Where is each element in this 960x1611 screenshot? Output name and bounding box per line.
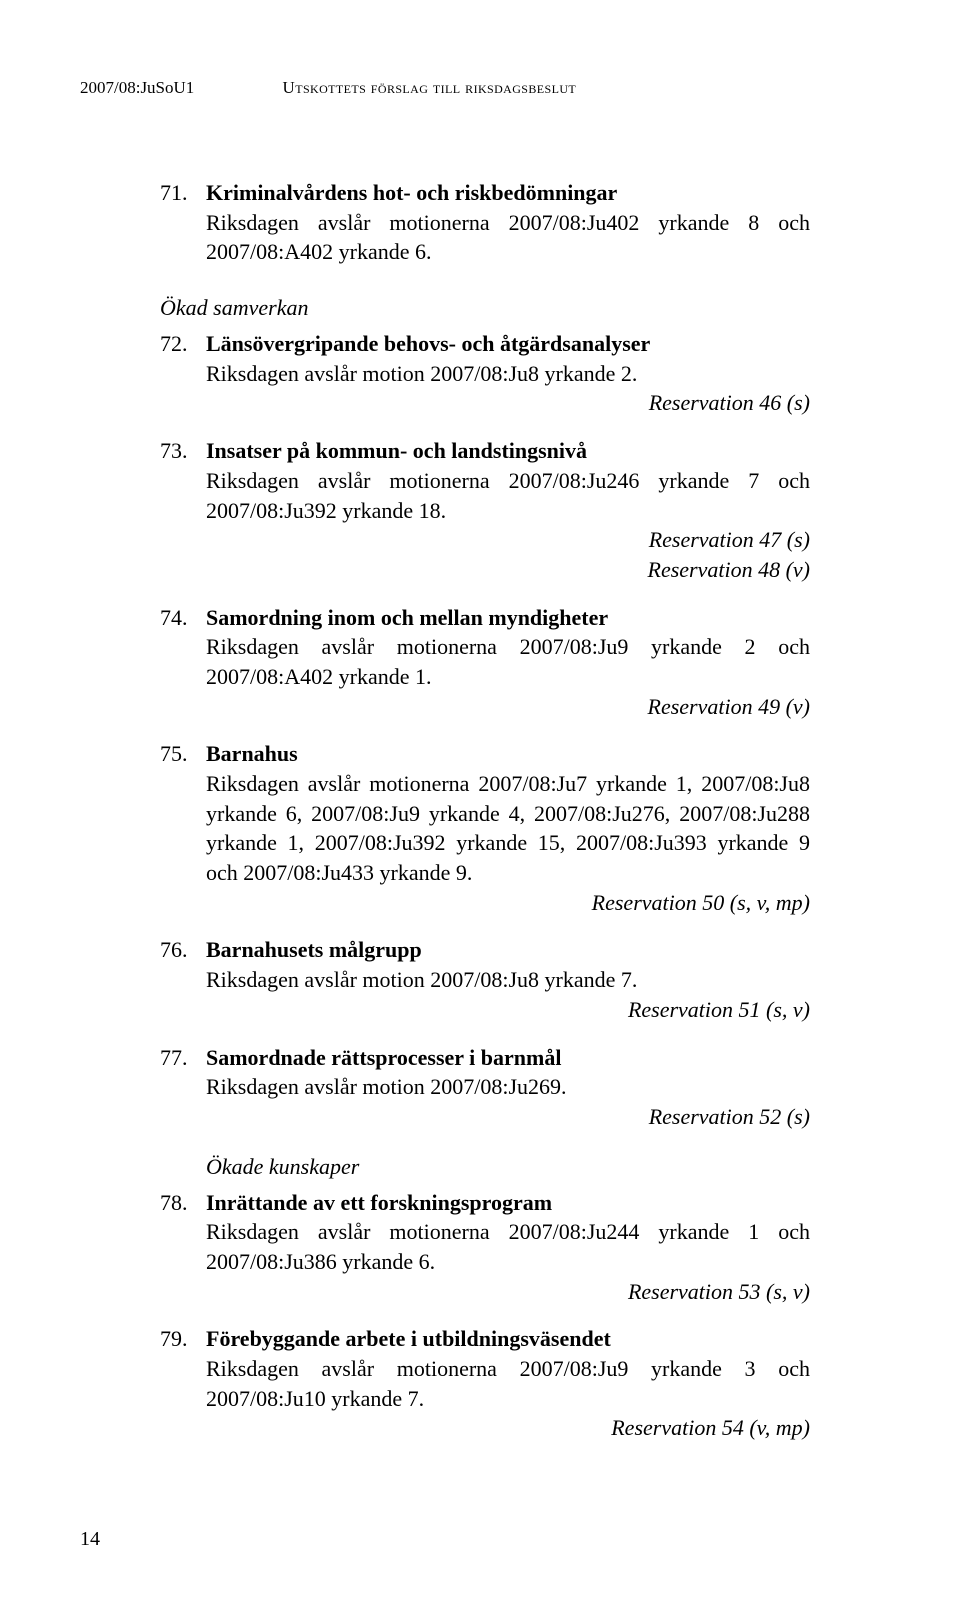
item-title: Barnahusets målgrupp — [206, 935, 422, 965]
page-number: 14 — [80, 1528, 100, 1551]
item-body: Riksdagen avslår motionerna 2007/08:Ju40… — [206, 208, 810, 267]
item-title: Barnahus — [206, 739, 298, 769]
list-item: 79. Förebyggande arbete i utbildningsväs… — [160, 1324, 810, 1443]
item-number: 78. — [160, 1188, 206, 1218]
item-header: 79. Förebyggande arbete i utbildningsväs… — [160, 1324, 810, 1354]
reservation-note: Reservation 49 (v) — [206, 692, 810, 722]
item-body: Riksdagen avslår motion 2007/08:Ju269. — [206, 1072, 810, 1102]
item-title: Samordnade rättsprocesser i barnmål — [206, 1043, 561, 1073]
item-header: 71. Kriminalvårdens hot- och riskbedömni… — [160, 178, 810, 208]
item-header: 77. Samordnade rättsprocesser i barnmål — [160, 1043, 810, 1073]
reservation-note: Reservation 51 (s, v) — [206, 995, 810, 1025]
item-number: 74. — [160, 603, 206, 633]
item-header: 73. Insatser på kommun- och landstingsni… — [160, 436, 810, 466]
item-header: 72. Länsövergripande behovs- och åtgärds… — [160, 329, 810, 359]
item-number: 71. — [160, 178, 206, 208]
item-title: Inrättande av ett forskningsprogram — [206, 1188, 552, 1218]
subheading: Ökade kunskaper — [206, 1154, 810, 1180]
item-body: Riksdagen avslår motionerna 2007/08:Ju24… — [206, 1217, 810, 1276]
item-title: Förebyggande arbete i utbildningsväsende… — [206, 1324, 611, 1354]
item-number: 73. — [160, 436, 206, 466]
list-item: 73. Insatser på kommun- och landstingsni… — [160, 436, 810, 584]
running-header: 2007/08:JuSoU1 Utskottets förslag till r… — [80, 78, 810, 98]
item-title: Länsövergripande behovs- och åtgärdsanal… — [206, 329, 650, 359]
content-area: 71. Kriminalvårdens hot- och riskbedömni… — [160, 178, 810, 1443]
item-title: Kriminalvårdens hot- och riskbedömningar — [206, 178, 617, 208]
item-header: 76. Barnahusets målgrupp — [160, 935, 810, 965]
document-id: 2007/08:JuSoU1 — [80, 78, 194, 98]
item-body: Riksdagen avslår motion 2007/08:Ju8 yrka… — [206, 359, 810, 389]
item-body: Riksdagen avslår motionerna 2007/08:Ju9 … — [206, 1354, 810, 1413]
item-body: Riksdagen avslår motionerna 2007/08:Ju24… — [206, 466, 810, 525]
item-number: 72. — [160, 329, 206, 359]
item-body: Riksdagen avslår motion 2007/08:Ju8 yrka… — [206, 965, 810, 995]
reservation-note: Reservation 52 (s) — [206, 1102, 810, 1132]
list-item: 77. Samordnade rättsprocesser i barnmål … — [160, 1043, 810, 1132]
reservation-note: Reservation 48 (v) — [206, 555, 810, 585]
list-item: 71. Kriminalvårdens hot- och riskbedömni… — [160, 178, 810, 267]
document-page: 2007/08:JuSoU1 Utskottets förslag till r… — [0, 0, 960, 1611]
reservation-note: Reservation 46 (s) — [206, 388, 810, 418]
item-number: 77. — [160, 1043, 206, 1073]
item-header: 74. Samordning inom och mellan myndighet… — [160, 603, 810, 633]
item-body: Riksdagen avslår motionerna 2007/08:Ju7 … — [206, 769, 810, 888]
section-name: Utskottets förslag till riksdagsbeslut — [283, 78, 577, 98]
list-item: 78. Inrättande av ett forskningsprogram … — [160, 1188, 810, 1307]
reservation-note: Reservation 54 (v, mp) — [206, 1413, 810, 1443]
item-number: 76. — [160, 935, 206, 965]
item-header: 75. Barnahus — [160, 739, 810, 769]
reservation-note: Reservation 47 (s) — [206, 525, 810, 555]
item-title: Samordning inom och mellan myndigheter — [206, 603, 608, 633]
item-header: 78. Inrättande av ett forskningsprogram — [160, 1188, 810, 1218]
reservation-note: Reservation 53 (s, v) — [206, 1277, 810, 1307]
item-title: Insatser på kommun- och landstingsnivå — [206, 436, 587, 466]
item-number: 75. — [160, 739, 206, 769]
list-item: 72. Länsövergripande behovs- och åtgärds… — [160, 329, 810, 418]
list-item: 74. Samordning inom och mellan myndighet… — [160, 603, 810, 722]
item-body: Riksdagen avslår motionerna 2007/08:Ju9 … — [206, 632, 810, 691]
reservation-note: Reservation 50 (s, v, mp) — [206, 888, 810, 918]
list-item: 75. Barnahus Riksdagen avslår motionerna… — [160, 739, 810, 917]
item-number: 79. — [160, 1324, 206, 1354]
list-item: 76. Barnahusets målgrupp Riksdagen avslå… — [160, 935, 810, 1024]
subheading: Ökad samverkan — [160, 295, 810, 321]
